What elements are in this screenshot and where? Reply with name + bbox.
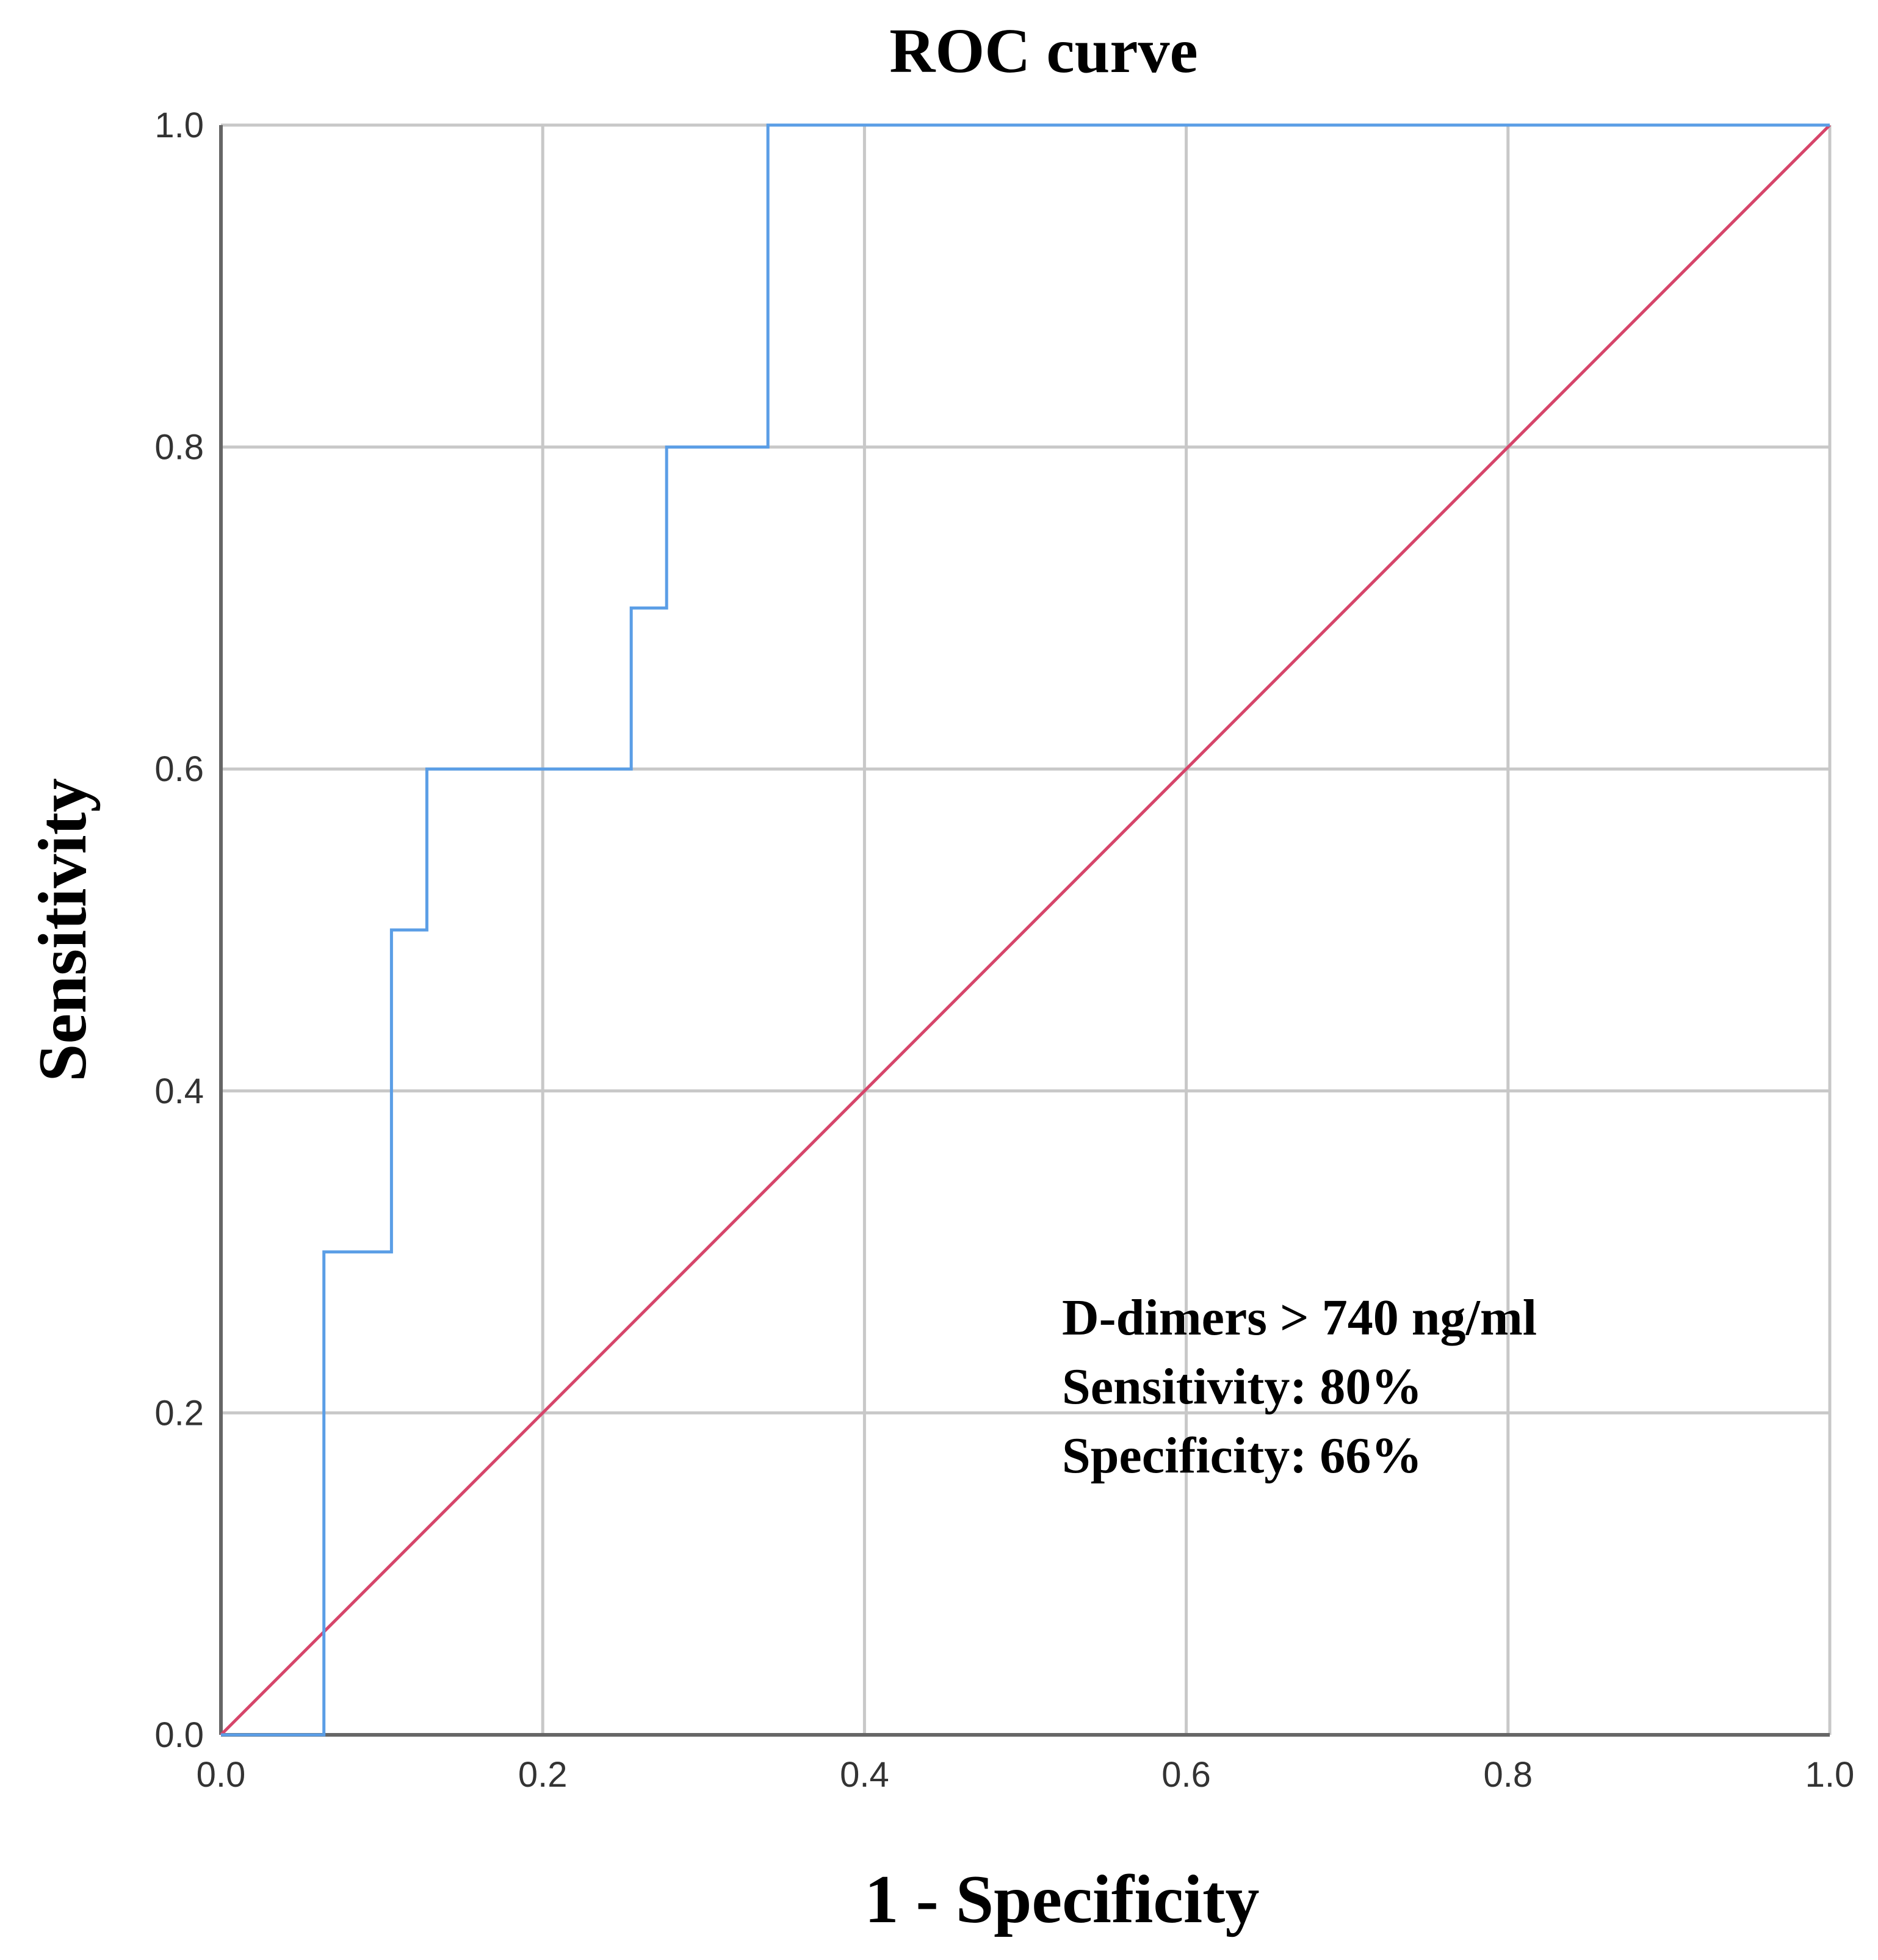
x-tick-labels: 0.0 0.2 0.4 0.6 0.8 1.0	[197, 1755, 1855, 1795]
y-tick-labels: 0.0 0.2 0.4 0.6 0.8 1.0	[154, 106, 204, 1755]
x-tick-label: 0.8	[1483, 1755, 1533, 1795]
chart-title: ROC curve	[889, 16, 1197, 86]
x-axis-label: 1 - Specificity	[865, 1862, 1260, 1937]
y-tick-label: 1.0	[154, 106, 204, 145]
y-tick-label: 0.4	[154, 1072, 204, 1111]
annotation-line-3: Specificity: 66%	[1062, 1427, 1422, 1484]
y-axis-label: Sensitivity	[25, 778, 101, 1082]
series-layer	[220, 123, 1831, 1737]
reference-diagonal-line	[220, 124, 1831, 1736]
x-tick-label: 0.0	[197, 1755, 246, 1795]
annotation-line-2: Sensitivity: 80%	[1062, 1358, 1422, 1415]
roc-curve-line	[221, 123, 1830, 1737]
x-tick-label: 0.4	[840, 1755, 889, 1795]
y-tick-label: 0.6	[154, 749, 204, 789]
vertical-gridlines	[541, 125, 1832, 1735]
annotation-line-1: D-dimers > 740 ng/ml	[1062, 1289, 1537, 1346]
x-tick-label: 0.6	[1161, 1755, 1211, 1795]
x-tick-label: 1.0	[1805, 1755, 1855, 1795]
y-tick-label: 0.0	[154, 1715, 204, 1755]
y-tick-label: 0.8	[154, 428, 204, 467]
x-tick-label: 0.2	[518, 1755, 568, 1795]
y-tick-label: 0.2	[154, 1393, 204, 1433]
